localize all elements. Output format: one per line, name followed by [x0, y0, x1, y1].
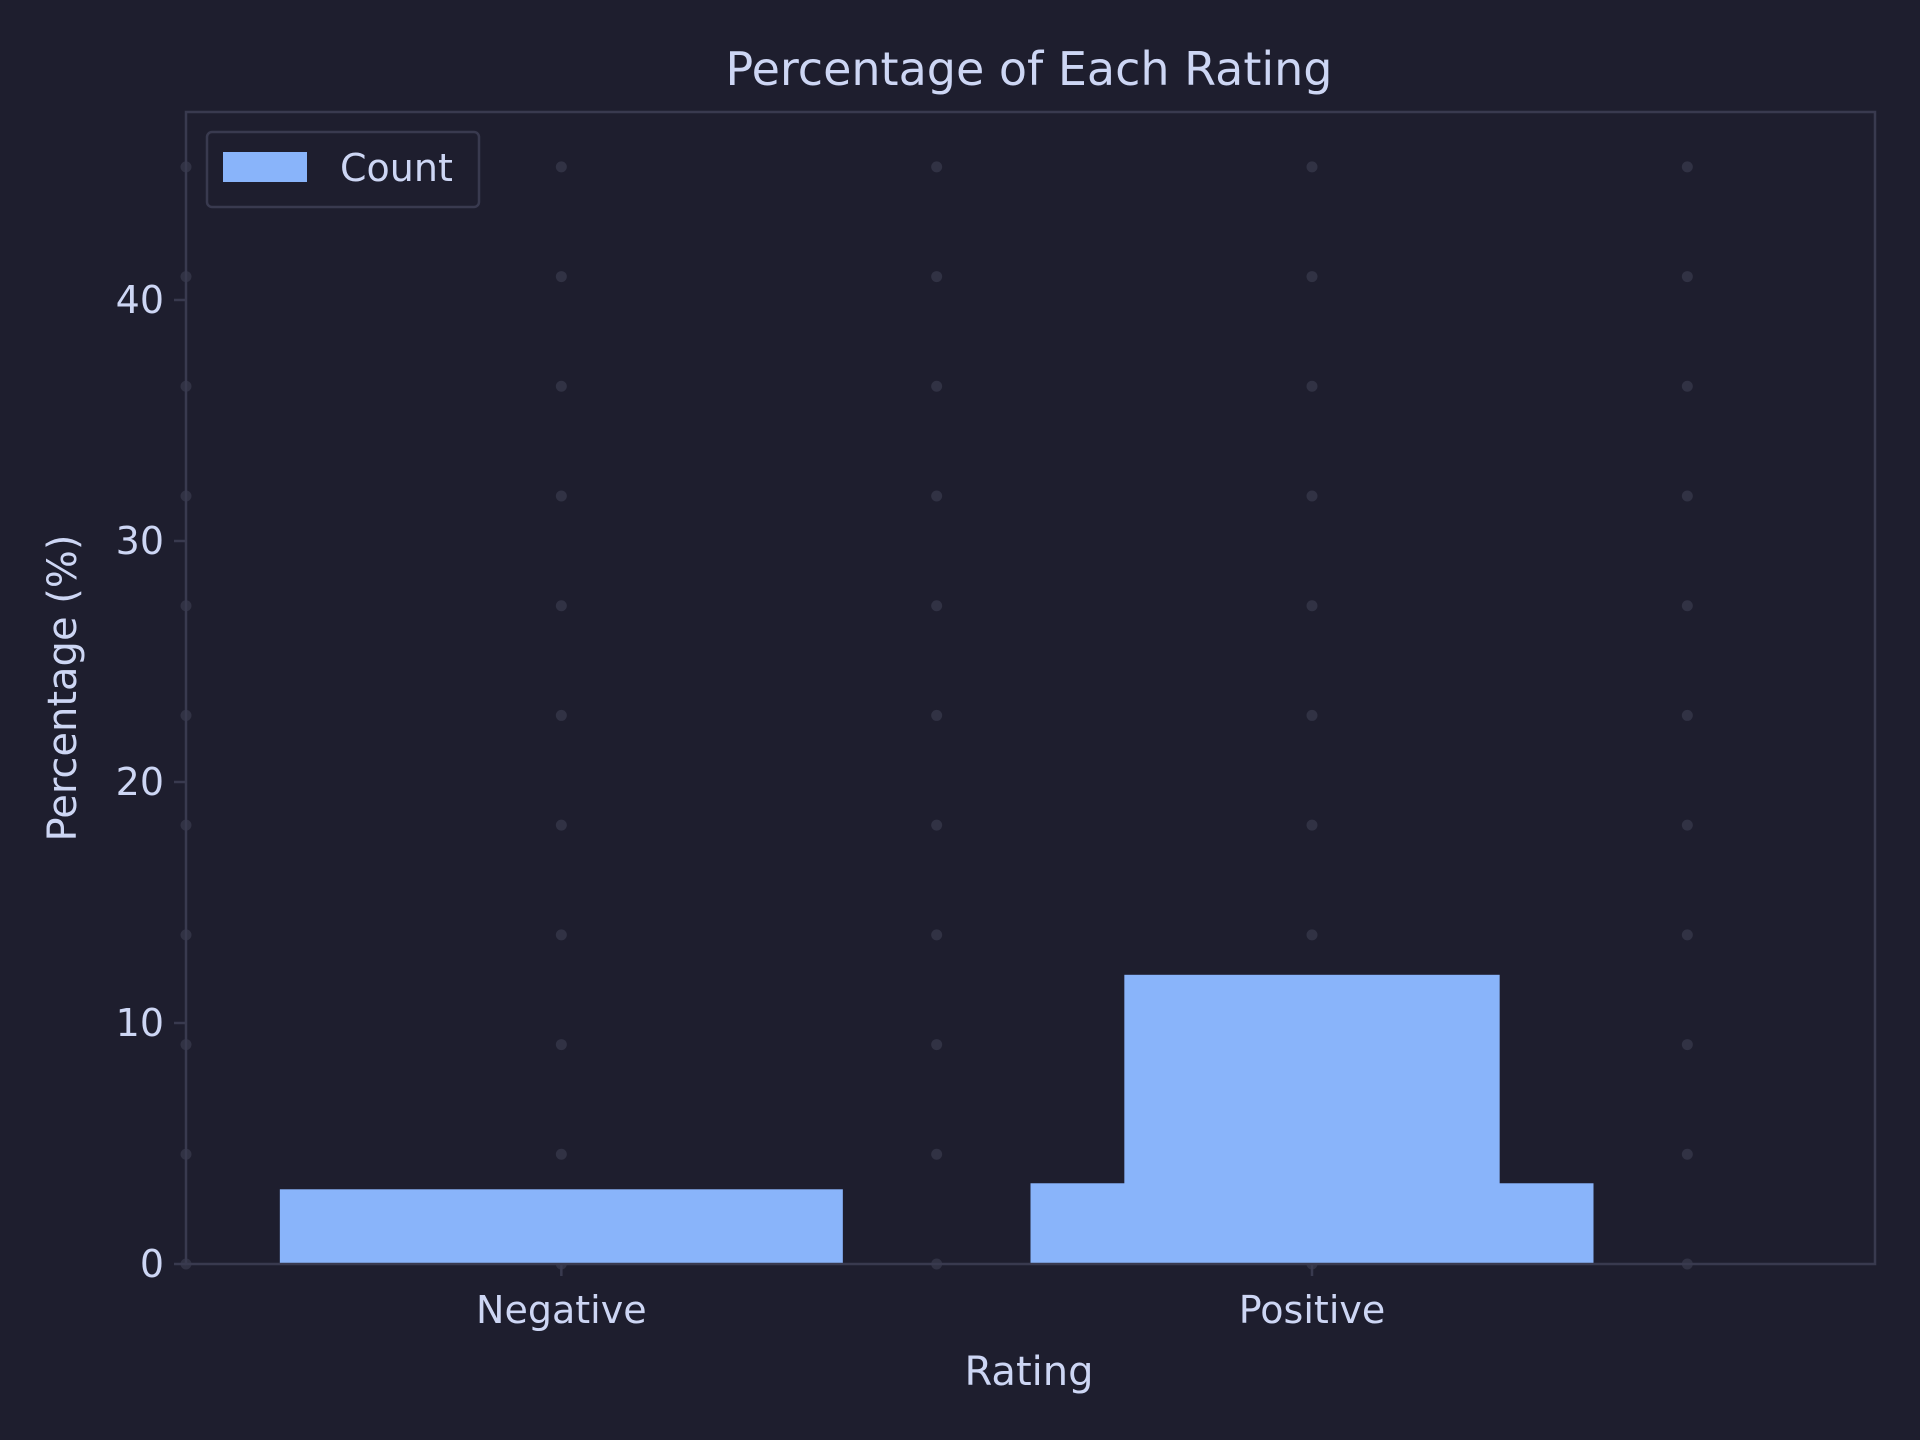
- grid-dot: [931, 271, 943, 283]
- legend-box: [205, 130, 481, 209]
- grid-dot: [931, 929, 943, 941]
- grid-dot: [1306, 161, 1318, 173]
- grid-dot: [555, 1039, 567, 1051]
- x-tick-label-negative: Negative: [476, 1288, 647, 1332]
- grid-dot: [931, 380, 943, 392]
- grid-dot: [555, 271, 567, 283]
- grid-dot: [1681, 380, 1693, 392]
- grid-dot: [555, 600, 567, 612]
- bar-positive-overlay: [1124, 974, 1500, 1264]
- grid-dot: [555, 709, 567, 721]
- grid-dot: [1681, 490, 1693, 502]
- grid-dot: [1306, 600, 1318, 612]
- plot-frame: [184, 110, 1877, 1266]
- y-tick-label: 10: [116, 1001, 164, 1045]
- y-tick-label: 20: [116, 760, 164, 804]
- grid-dot: [1681, 929, 1693, 941]
- x-axis-label: Rating: [965, 1349, 1094, 1395]
- grid-dot: [931, 161, 943, 173]
- grid-dot: [931, 1039, 943, 1051]
- y-tick-label: 0: [140, 1242, 164, 1286]
- y-axis-ticks: 0 10 20 30 40: [116, 278, 186, 1286]
- grid-dot: [931, 600, 943, 612]
- grid-dot: [1681, 709, 1693, 721]
- grid-dot: [555, 1148, 567, 1160]
- y-tick-label: 30: [116, 519, 164, 563]
- grid-dot: [1306, 271, 1318, 283]
- grid-dot: [1306, 819, 1318, 831]
- grid-dot: [931, 819, 943, 831]
- grid-dot: [555, 819, 567, 831]
- legend-swatch: [223, 152, 307, 182]
- grid-dot: [1681, 819, 1693, 831]
- y-axis-label: Percentage (%): [40, 535, 86, 842]
- grid-dot: [1681, 1039, 1693, 1051]
- grid-dot: [555, 490, 567, 502]
- grid-dot: [931, 1148, 943, 1160]
- grid-dot: [1306, 490, 1318, 502]
- bars: [279, 974, 1594, 1264]
- grid-dot: [1681, 271, 1693, 283]
- x-tick-label-positive: Positive: [1239, 1288, 1386, 1332]
- grid-dot: [931, 490, 943, 502]
- grid-dot: [1681, 1148, 1693, 1160]
- grid-dot: [555, 929, 567, 941]
- grid-dot: [555, 161, 567, 173]
- y-tick-label: 40: [116, 278, 164, 322]
- grid-dot: [1306, 380, 1318, 392]
- grid-dot: [1306, 709, 1318, 721]
- legend: Count: [205, 130, 481, 209]
- bar-negative: [279, 1189, 843, 1264]
- grid-dot: [555, 380, 567, 392]
- x-axis-ticks: Negative Positive: [476, 1264, 1385, 1332]
- grid-dot: [1681, 161, 1693, 173]
- grid-dot: [931, 709, 943, 721]
- grid-dot: [1681, 600, 1693, 612]
- grid-dot: [1306, 929, 1318, 941]
- legend-label: Count: [340, 146, 453, 190]
- chart-title: Percentage of Each Rating: [726, 42, 1333, 96]
